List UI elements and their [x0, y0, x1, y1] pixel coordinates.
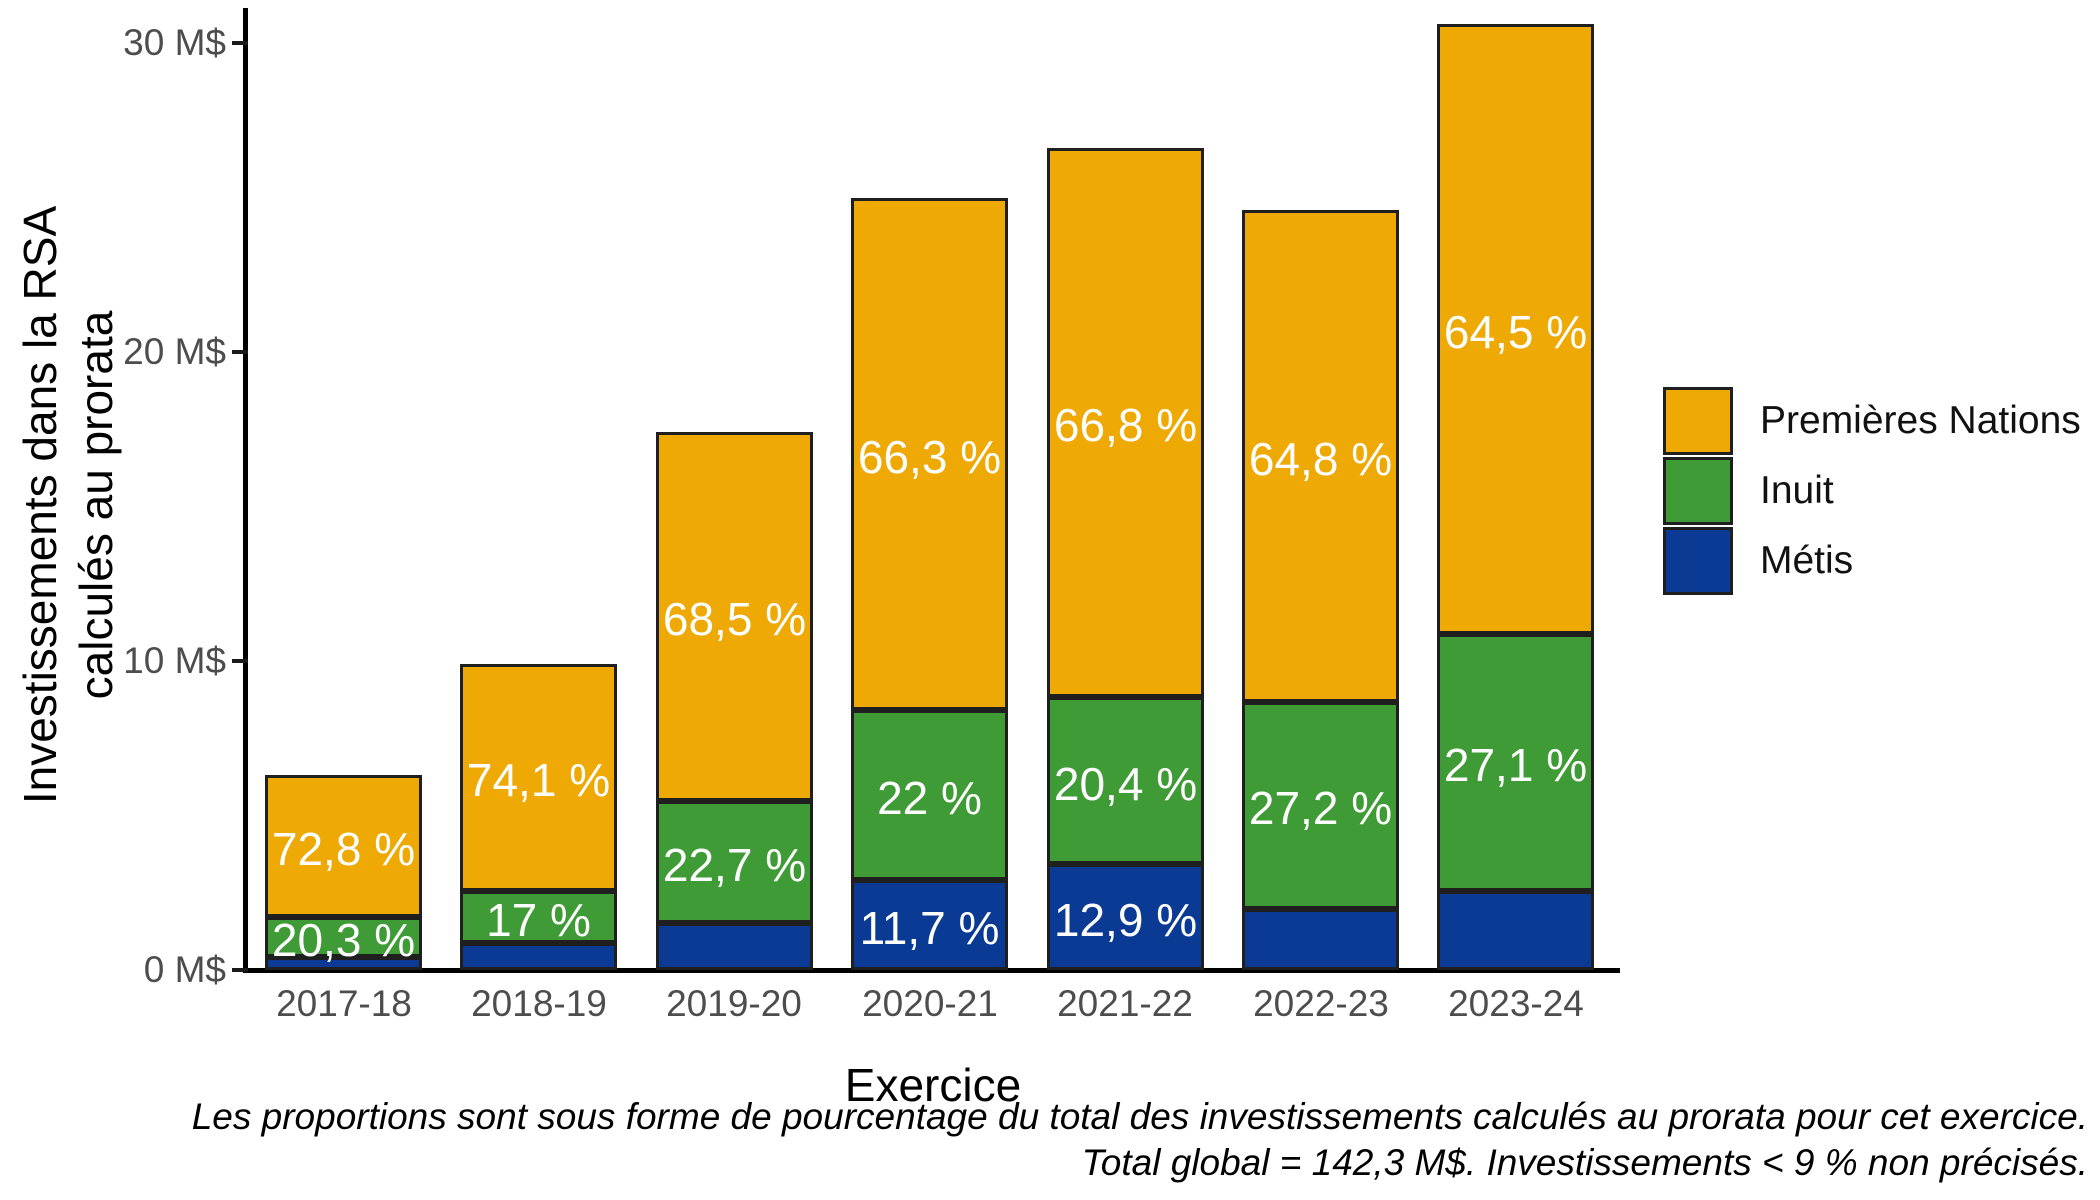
legend-label: Métis [1760, 539, 1854, 582]
legend-label: Inuit [1760, 469, 1834, 512]
segment-label: 20,4 % [1053, 758, 1198, 810]
x-axis-line [243, 968, 1620, 973]
segment-label: 66,8 % [1053, 399, 1198, 451]
segment-label: 27,1 % [1443, 739, 1588, 791]
bar-segment-m-tis [656, 923, 813, 970]
y-tick-label: 20 M$ [123, 331, 226, 372]
bar-2023-24: 27,1 % 64,5 % [1437, 0, 1594, 970]
y-tick-mark [232, 659, 248, 663]
bar-segment-m-tis [1437, 891, 1594, 970]
bar-segment-premi-res-nations: 74,1 % [460, 664, 617, 891]
segment-label: 22 % [877, 772, 982, 824]
segment-label: 27,2 % [1248, 782, 1393, 834]
y-axis-title-line-2: calculés au prorata [70, 310, 122, 700]
segment-label: 64,8 % [1248, 433, 1393, 485]
y-axis-title: Investissements dans la RSA calculés au … [12, 35, 124, 975]
legend-item-premi-res-nations: Premières Nations [1663, 387, 2081, 455]
y-axis-title-line-1: Investissements dans la RSA [14, 205, 66, 805]
bar-segment-premi-res-nations: 68,5 % [656, 432, 813, 801]
bar-segment-premi-res-nations: 72,8 % [265, 775, 422, 917]
segment-label: 22,7 % [662, 839, 807, 891]
segment-label: 11,7 % [859, 902, 1000, 954]
x-tick-label: 2020-21 [862, 983, 998, 1024]
bar-2021-22: 12,9 % 20,4 % 66,8 % [1047, 0, 1204, 970]
bar-segment-m-tis [265, 957, 422, 970]
bar-segment-m-tis [1242, 909, 1399, 970]
legend-swatch-inuit [1663, 457, 1733, 525]
x-tick-label: 2022-23 [1253, 983, 1389, 1024]
legend-label: Premières Nations [1760, 399, 2081, 442]
segment-label: 66,3 % [857, 431, 1002, 483]
caption-line-2: Total global = 142,3 M$. Investissements… [1081, 1142, 2088, 1183]
x-axis-title: Exercice [844, 1059, 1022, 1111]
segment-label: 12,9 % [1053, 894, 1198, 946]
segment-label: 72,8 % [271, 823, 416, 875]
legend-swatch-m-tis [1663, 527, 1733, 595]
x-tick-label: 2021-22 [1057, 983, 1193, 1024]
bar-2020-21: 11,7 % 22 % 66,3 % [851, 0, 1008, 970]
bar-segment-inuit: 22 % [851, 710, 1008, 880]
bar-segment-m-tis: 11,7 % [851, 880, 1008, 970]
legend-swatch-premi-res-nations [1663, 387, 1733, 455]
y-tick-label: 30 M$ [123, 22, 226, 63]
x-tick-label: 2023-24 [1448, 983, 1584, 1024]
segment-label: 20,3 % [271, 914, 416, 966]
y-axis-line [243, 8, 248, 972]
legend: Premières Nations Inuit Métis [1663, 387, 2081, 597]
segment-label: 17 % [486, 894, 591, 946]
segment-label: 64,5 % [1443, 306, 1588, 358]
caption-line-1: Les proportions sont sous forme de pourc… [191, 1096, 2088, 1137]
bar-segment-inuit: 22,7 % [656, 801, 813, 923]
bar-segment-inuit: 20,3 % [265, 916, 422, 964]
bar-segment-m-tis [460, 943, 617, 970]
y-tick-mark [232, 41, 248, 45]
y-tick-mark [232, 968, 248, 972]
bar-segment-premi-res-nations: 66,3 % [851, 198, 1008, 710]
bar-segment-m-tis: 12,9 % [1047, 864, 1204, 970]
caption: Les proportions sont sous forme de pourc… [88, 1094, 2088, 1186]
bar-2022-23: 27,2 % 64,8 % [1242, 0, 1399, 970]
y-tick-label: 10 M$ [123, 640, 226, 681]
bar-2017-18: 20,3 % 72,8 % [265, 0, 422, 970]
bar-segment-inuit: 20,4 % [1047, 697, 1204, 864]
x-tick-label: 2017-18 [276, 983, 412, 1024]
bar-segment-inuit: 17 % [460, 891, 617, 946]
bar-2019-20: 22,7 % 68,5 % [656, 0, 813, 970]
legend-item-inuit: Inuit [1663, 457, 2081, 525]
segment-label: 74,1 % [466, 754, 611, 806]
y-tick-mark [232, 350, 248, 354]
segment-label: 68,5 % [662, 593, 807, 645]
x-tick-label: 2018-19 [471, 983, 607, 1024]
y-tick-label: 0 M$ [143, 949, 226, 990]
bar-segment-premi-res-nations: 66,8 % [1047, 148, 1204, 697]
bar-2018-19: 17 % 74,1 % [460, 0, 617, 970]
bar-segment-premi-res-nations: 64,8 % [1242, 210, 1399, 702]
bar-segment-inuit: 27,1 % [1437, 634, 1594, 891]
x-tick-label: 2019-20 [666, 983, 802, 1024]
bar-segment-inuit: 27,2 % [1242, 702, 1399, 909]
bar-segment-premi-res-nations: 64,5 % [1437, 24, 1594, 634]
legend-item-m-tis: Métis [1663, 527, 2081, 595]
